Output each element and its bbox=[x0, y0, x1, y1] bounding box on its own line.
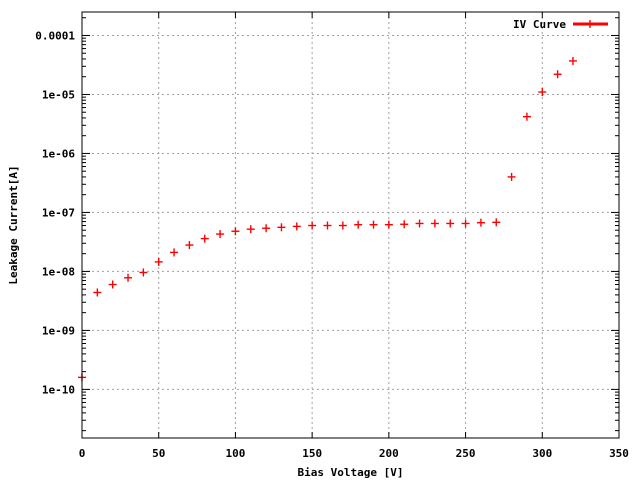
y-tick-label: 0.0001 bbox=[35, 29, 75, 42]
y-tick-label: 1e-10 bbox=[42, 383, 75, 396]
data-point bbox=[476, 218, 485, 227]
data-point bbox=[338, 221, 347, 230]
y-axis-label: Leakage Current[A] bbox=[7, 165, 20, 284]
y-tick-label: 1e-07 bbox=[42, 206, 75, 219]
data-point bbox=[231, 227, 240, 236]
tick-labels: 0 50 100 150 200 250 300 350 1e-10 1e-09 1e-08 1e-0… bbox=[35, 29, 629, 460]
plot-frame bbox=[81, 11, 620, 439]
x-tick-label: 250 bbox=[456, 447, 476, 460]
data-point bbox=[139, 268, 148, 277]
data-point bbox=[430, 219, 439, 228]
y-tick-label: 1e-08 bbox=[42, 265, 75, 278]
data-point bbox=[400, 220, 409, 229]
data-point bbox=[93, 288, 102, 297]
data-point bbox=[308, 221, 317, 230]
data-point bbox=[369, 220, 378, 229]
data-point bbox=[354, 220, 363, 229]
x-tick-label: 350 bbox=[609, 447, 629, 460]
x-tick-label: 100 bbox=[225, 447, 245, 460]
grid-lines bbox=[82, 12, 619, 438]
data-point bbox=[522, 112, 531, 121]
data-point bbox=[108, 280, 117, 289]
data-point bbox=[461, 219, 470, 228]
data-point bbox=[492, 218, 501, 227]
data-point bbox=[154, 257, 163, 266]
y-tick-label: 1e-09 bbox=[42, 324, 75, 337]
data-point bbox=[200, 234, 209, 243]
data-point bbox=[507, 172, 516, 181]
data-point bbox=[292, 222, 301, 231]
data-point bbox=[568, 56, 577, 65]
legend-label-iv-curve: IV Curve bbox=[513, 18, 566, 31]
legend-swatch-marker bbox=[586, 20, 594, 28]
data-point bbox=[553, 70, 562, 79]
data-point bbox=[246, 225, 255, 234]
x-tick-label: 150 bbox=[302, 447, 322, 460]
x-axis-label: Bias Voltage [V] bbox=[298, 466, 404, 479]
data-point bbox=[538, 88, 547, 97]
data-point bbox=[170, 248, 179, 257]
data-point bbox=[216, 230, 225, 239]
legend: IV Curve bbox=[513, 18, 608, 31]
data-point bbox=[262, 224, 271, 233]
x-tick-label: 50 bbox=[152, 447, 165, 460]
x-tick-label: 0 bbox=[79, 447, 86, 460]
data-point bbox=[384, 220, 393, 229]
x-tick-label: 200 bbox=[379, 447, 399, 460]
data-point bbox=[415, 219, 424, 228]
axis-ticks bbox=[81, 12, 620, 438]
x-tick-label: 300 bbox=[532, 447, 552, 460]
y-tick-label: 1e-06 bbox=[42, 147, 75, 160]
data-point bbox=[124, 273, 133, 282]
y-tick-label: 1e-05 bbox=[42, 88, 75, 101]
data-points bbox=[78, 56, 577, 382]
data-point bbox=[446, 219, 455, 228]
data-point bbox=[277, 223, 286, 232]
data-point bbox=[185, 241, 194, 250]
data-point bbox=[323, 221, 332, 230]
